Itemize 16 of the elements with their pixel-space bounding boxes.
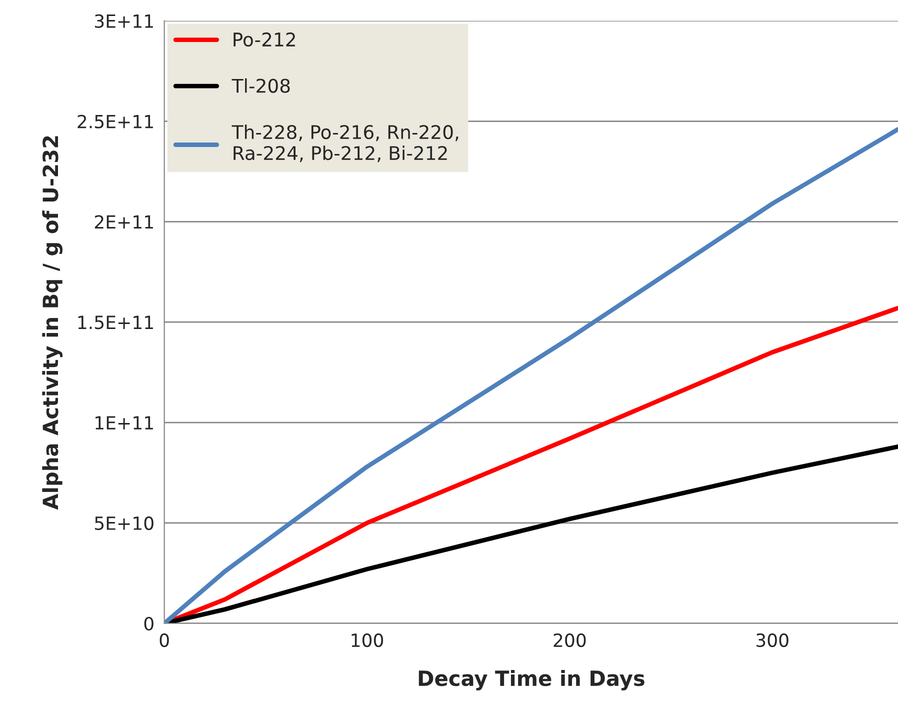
legend-label: Th-228, Po-216, Rn-220, Ra-224, Pb-212, Bi-212	[232, 124, 458, 162]
y-tick-label: 3E+11	[94, 14, 153, 28]
legend-label: Tl-208	[232, 78, 290, 93]
y-axis-title: Alpha Activity in Bq / g of U-232	[42, 136, 62, 510]
y-tick-label: 1E+11	[96, 416, 153, 430]
x-axis-title: Decay Time in Days	[418, 670, 644, 690]
y-tick-label: 2E+11	[94, 215, 153, 229]
y-tick-label: 2.5E+11	[78, 114, 153, 128]
legend-label: Po-212	[234, 32, 295, 47]
y-tick-label: 0	[144, 616, 154, 630]
x-tick-label: 300	[756, 633, 788, 648]
y-tick-label: 1.5E+11	[78, 316, 153, 330]
x-tick-label: 0	[160, 633, 169, 648]
y-tick-label: 5E+10	[95, 516, 154, 530]
x-tick-label: 100	[352, 633, 384, 648]
x-tick-label: 200	[554, 633, 586, 648]
